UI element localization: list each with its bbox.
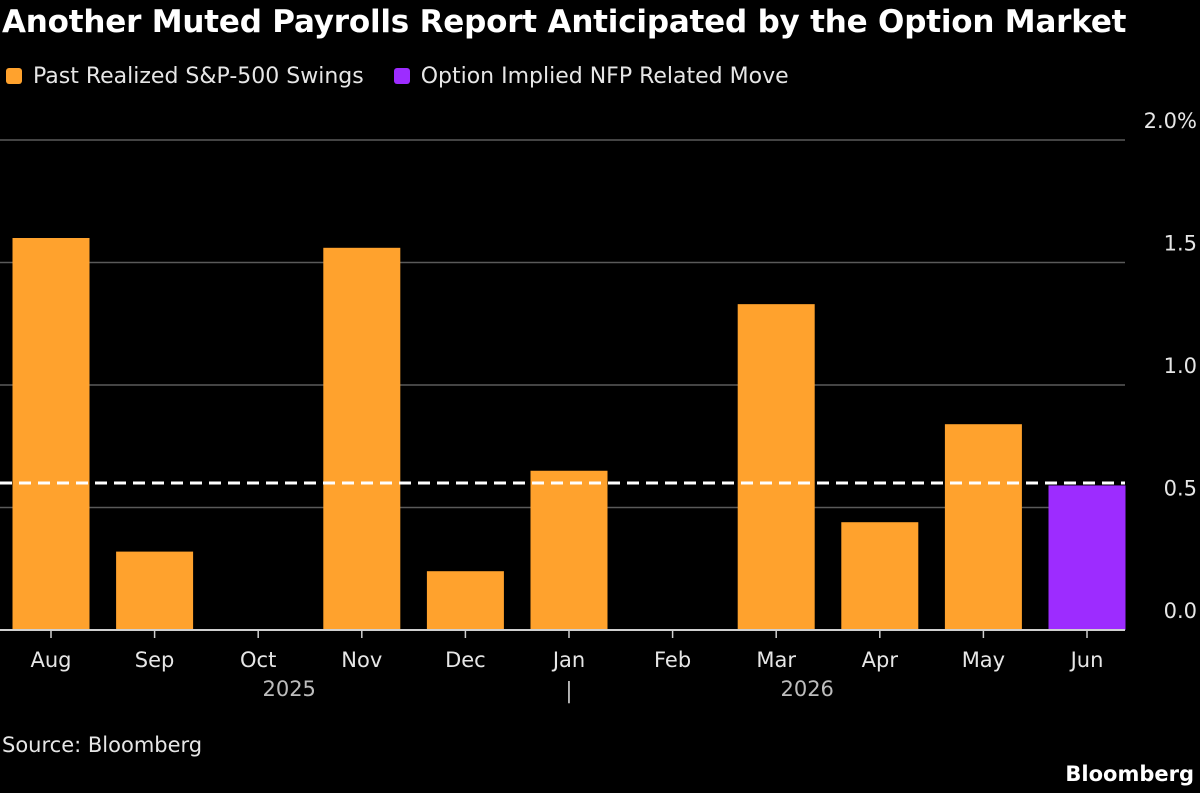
bar-realized — [530, 470, 608, 630]
x-tick-label: May — [962, 648, 1005, 672]
y-tick-label: 1.0 — [1164, 354, 1197, 378]
legend-swatch-realized — [6, 68, 22, 84]
year-label: 2025 — [262, 677, 315, 701]
legend-item-realized: Past Realized S&P-500 Swings — [6, 64, 364, 89]
x-tick-label: Mar — [756, 648, 796, 672]
y-tick-label: 2.0% — [1144, 109, 1197, 133]
legend-item-implied: Option Implied NFP Related Move — [393, 63, 789, 89]
bar-realized — [323, 247, 401, 631]
x-tick-label: Dec — [445, 648, 486, 672]
brand-logo-text: Bloomberg — [1065, 762, 1194, 786]
x-tick-label: Apr — [862, 648, 899, 672]
legend-label-realized: Past Realized S&P-500 Swings — [33, 63, 364, 89]
legend-label-implied: Option Implied NFP Related Move — [420, 63, 789, 89]
bar-realized — [426, 571, 504, 630]
bar-implied — [1048, 485, 1126, 630]
year-divider: | — [565, 679, 572, 704]
bar-realized — [841, 522, 919, 630]
x-tick-label: Feb — [654, 648, 691, 672]
y-tick-label: 0.0 — [1164, 599, 1197, 623]
x-tick-label: Aug — [30, 648, 71, 672]
chart-legend: Past Realized S&P-500 Swings Option Impl… — [6, 62, 819, 90]
bar-chart: 0.0 0.5 1.0 1.5 2.0% Aug Sep Oct Nov Dec Jan Feb Mar… — [0, 109, 1197, 704]
x-tick-label: Nov — [341, 648, 382, 672]
chart-title: Another Muted Payrolls Report Anticipate… — [2, 4, 1127, 40]
x-tick-label: Jan — [551, 648, 585, 672]
x-tick-label: Oct — [240, 648, 276, 672]
bar-realized — [737, 304, 815, 630]
bars — [12, 238, 1126, 631]
x-tick-label: Jun — [1069, 648, 1104, 672]
x-tick-label: Sep — [135, 648, 175, 672]
y-tick-label: 0.5 — [1164, 477, 1197, 501]
bar-realized — [116, 551, 194, 630]
y-tick-label: 1.5 — [1164, 232, 1197, 256]
bar-realized — [944, 424, 1022, 630]
axes: 0.0 0.5 1.0 1.5 2.0% Aug Sep Oct Nov Dec Jan Feb Mar… — [0, 109, 1197, 704]
source-note: Source: Bloomberg — [2, 733, 203, 757]
year-label: 2026 — [780, 677, 833, 701]
bar-realized — [12, 238, 90, 630]
legend-swatch-implied — [393, 68, 410, 84]
